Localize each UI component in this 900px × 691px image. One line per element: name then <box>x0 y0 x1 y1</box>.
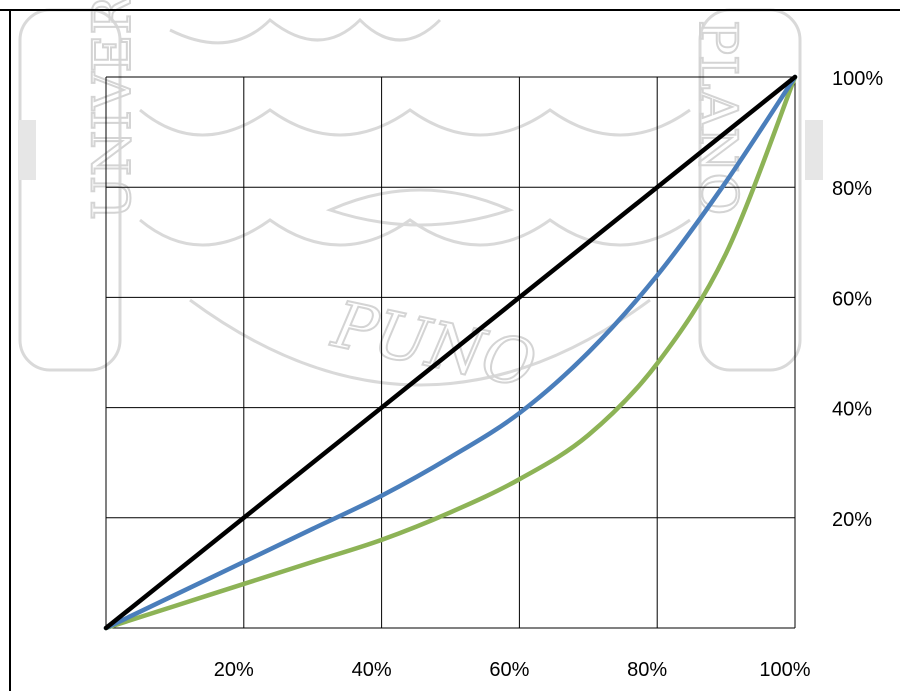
y-tick-label: 80% <box>832 178 872 200</box>
x-tick-label: 20% <box>214 659 254 681</box>
watermark-text-right: PLANO <box>687 20 747 215</box>
x-tick-label: 80% <box>627 659 667 681</box>
y-tick-labels: 20% 40% 60% 80% 100% <box>832 68 883 531</box>
y-tick-label: 20% <box>832 509 872 531</box>
series-green-curve <box>103 74 798 631</box>
x-tick-label: 100% <box>759 659 810 681</box>
y-tick-label: 40% <box>832 399 872 421</box>
watermark-text-left: UNIVER <box>83 0 143 220</box>
y-tick-label: 60% <box>832 288 872 310</box>
series-blue-curve <box>103 74 798 631</box>
x-tick-labels: 20% 40% 60% 80% 100% <box>214 659 811 681</box>
series-equality-line <box>103 74 798 631</box>
x-tick-label: 40% <box>352 659 392 681</box>
x-tick-label: 60% <box>489 659 529 681</box>
grid <box>105 76 796 629</box>
y-tick-label: 100% <box>832 68 883 90</box>
university-seal-watermark: UNIVER PLANO PUNO <box>18 0 823 404</box>
series-lines <box>103 74 798 631</box>
